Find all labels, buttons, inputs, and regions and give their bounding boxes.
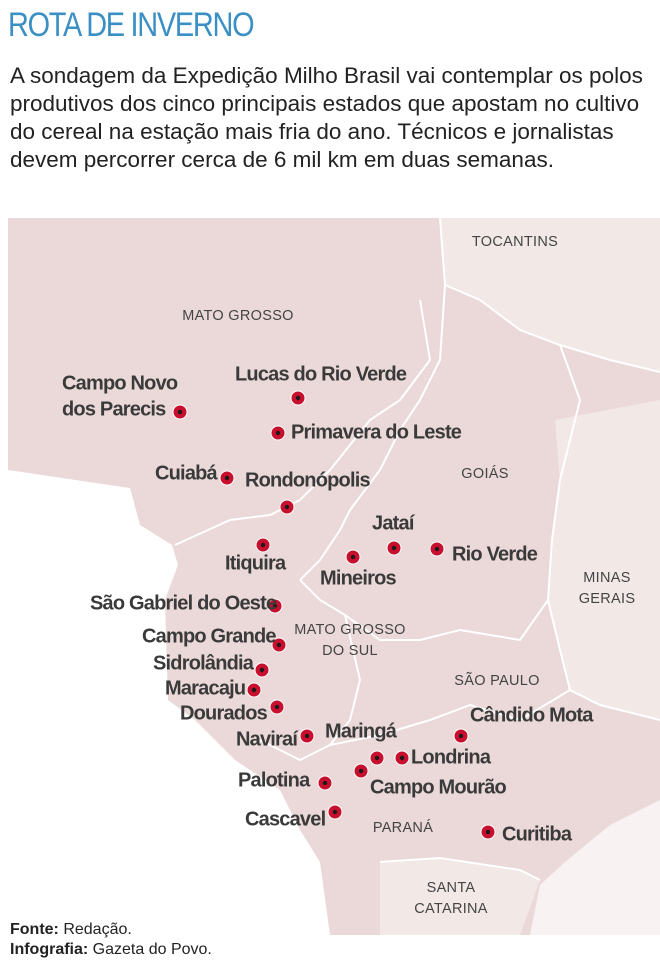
tocantins-area [440,218,660,372]
city-marker-center [485,829,491,835]
state-label: SANTA [427,880,476,896]
state-label: DO SUL [322,643,378,659]
title: ROTA DE INVERNO [8,6,255,44]
santa-catarina-area [380,858,540,935]
city-label: Dourados [180,702,268,724]
state-label: MATO GROSSO [294,622,406,638]
city-marker-center [275,430,281,436]
city-marker-center [259,667,265,673]
credit: Gazeta do Povo. [92,941,212,958]
city-label: Cuiabá [155,462,219,484]
city-label: Londrina [411,746,492,768]
state-label: CATARINA [414,901,488,917]
city-label: Lucas do Rio Verde [235,363,407,385]
source: Redação. [63,921,132,938]
city-marker-center [434,546,440,552]
source-line: Fonte: Redação. [10,920,212,940]
state-label: TOCANTINS [472,234,558,250]
city-label: Rondonópolis [245,469,370,491]
city-marker-center [332,809,338,815]
city-label: Campo Mourão [370,776,507,798]
footer: Fonte: Redação. Infografia: Gazeta do Po… [10,920,212,960]
neighbor-countries [8,470,330,935]
city-marker-center [272,603,278,609]
city-label: Rio Verde [452,543,538,565]
state-label: GOIÁS [461,465,508,482]
credit-label: Infografia: [10,941,89,958]
state-label: MINAS [583,570,630,586]
credit-line: Infografia: Gazeta do Povo. [10,940,212,960]
city-marker-center [304,733,310,739]
city-label: Naviraí [236,728,299,750]
city-marker-center [358,768,364,774]
state-label: PARANÁ [373,819,433,836]
city-label: Mineiros [320,567,397,589]
minas-area [548,400,660,720]
city-label: dos Parecis [62,398,166,420]
city-label: Cândido Mota [470,704,594,726]
source-label: Fonte: [10,921,59,938]
city-label: Campo Grande [142,625,276,647]
city-label: Itiquira [225,552,287,574]
state-label: SÃO PAULO [454,672,539,689]
map: TOCANTINS MATO GROSSO GOIÁS MINAS GERAIS MATO… [8,218,660,935]
city-label: Maracaju [165,677,245,699]
city-marker-center [399,755,405,761]
city-label: Campo Novo [62,372,178,394]
city-label: Sidrolândia [153,652,255,674]
city-label: Cascavel [245,808,326,830]
city-marker-center [260,542,266,548]
city-label: Palotina [238,769,311,791]
city-marker-center [295,395,301,401]
city-label: Jataí [372,512,416,534]
city-marker-center [274,704,280,710]
state-label: GERAIS [579,591,636,607]
city-marker-center [276,642,282,648]
city-marker-center [224,475,230,481]
city-marker-center [284,504,290,510]
city-marker-center [251,687,257,693]
city-marker-center [374,755,380,761]
city-marker-center [458,733,464,739]
city-label: São Gabriel do Oeste [90,592,277,614]
intro: A sondagem da Expedição Milho Brasil vai… [10,63,643,172]
state-borders [174,218,660,881]
city-marker-center [177,409,183,415]
state-label: MATO GROSSO [182,308,294,324]
city-label: Maringá [325,720,398,742]
city-label: Curitiba [502,823,573,845]
ocean [530,800,660,935]
city-marker-center [350,554,356,560]
city-label: Primavera do Leste [291,421,462,443]
city-marker-center [391,545,397,551]
city-marker-center [322,780,328,786]
